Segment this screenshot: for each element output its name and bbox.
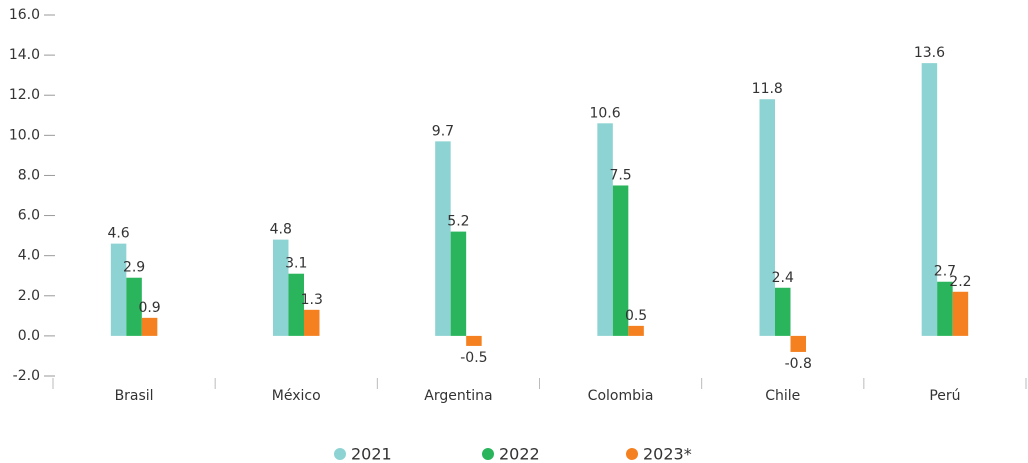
- y-tick-label: 4.0: [18, 248, 40, 264]
- bar: [937, 281, 953, 336]
- value-label: 13.6: [914, 45, 945, 61]
- y-tick-label: -2.0: [13, 368, 40, 384]
- y-tick-label: 2.0: [18, 288, 40, 304]
- bar: [628, 325, 644, 336]
- y-tick-label: 0.0: [18, 328, 40, 344]
- bar: [790, 335, 806, 352]
- value-label: 0.5: [625, 308, 647, 324]
- legend-label: 2021: [351, 445, 392, 463]
- value-label: 9.7: [432, 123, 454, 139]
- bar: [273, 239, 289, 336]
- value-label: 2.9: [123, 260, 145, 276]
- bar: [775, 287, 791, 336]
- value-label: 7.5: [609, 167, 631, 183]
- bar: [952, 291, 969, 336]
- x-tick-label: Perú: [929, 388, 960, 404]
- legend-swatch: [482, 448, 494, 460]
- bar: [304, 309, 320, 336]
- y-tick-label: 16.0: [9, 7, 40, 23]
- value-label: 10.6: [589, 105, 620, 121]
- bar: [126, 277, 142, 336]
- value-label: 5.2: [447, 214, 469, 230]
- x-tick-label: Colombia: [588, 388, 654, 404]
- bar: [759, 99, 775, 336]
- y-tick-label: 6.0: [18, 208, 40, 224]
- legend-swatch: [626, 448, 638, 460]
- value-label: 2.4: [772, 270, 794, 286]
- y-tick-label: 12.0: [9, 87, 40, 103]
- value-label: -0.5: [460, 350, 487, 366]
- x-tick-label: México: [272, 388, 321, 404]
- y-tick-label: 14.0: [9, 47, 40, 63]
- x-tick-label: Chile: [765, 388, 800, 404]
- value-label: 2.7: [934, 264, 956, 280]
- bar: [141, 317, 158, 336]
- legend-swatch: [334, 448, 346, 460]
- value-label: 4.6: [107, 226, 129, 242]
- value-label: 3.1: [285, 256, 307, 272]
- x-tick-label: Argentina: [424, 388, 492, 404]
- value-label: 11.8: [752, 81, 783, 97]
- bar: [597, 123, 613, 336]
- value-label: 0.9: [138, 300, 160, 316]
- bar: [435, 141, 451, 336]
- bar: [466, 335, 482, 346]
- value-label: -0.8: [785, 356, 812, 372]
- value-label: 1.3: [301, 292, 323, 308]
- x-tick-label: Brasil: [115, 388, 154, 404]
- value-label: 4.8: [270, 222, 292, 238]
- bar: [288, 273, 304, 336]
- bar: [612, 185, 629, 336]
- value-label: 2.2: [949, 274, 971, 290]
- bar: [450, 231, 467, 336]
- bar: [110, 243, 127, 336]
- bar: [921, 63, 938, 336]
- y-tick-label: 10.0: [9, 127, 40, 143]
- y-tick-label: 8.0: [18, 167, 40, 183]
- legend-label: 2022: [499, 445, 540, 463]
- legend-label: 2023*: [643, 445, 692, 463]
